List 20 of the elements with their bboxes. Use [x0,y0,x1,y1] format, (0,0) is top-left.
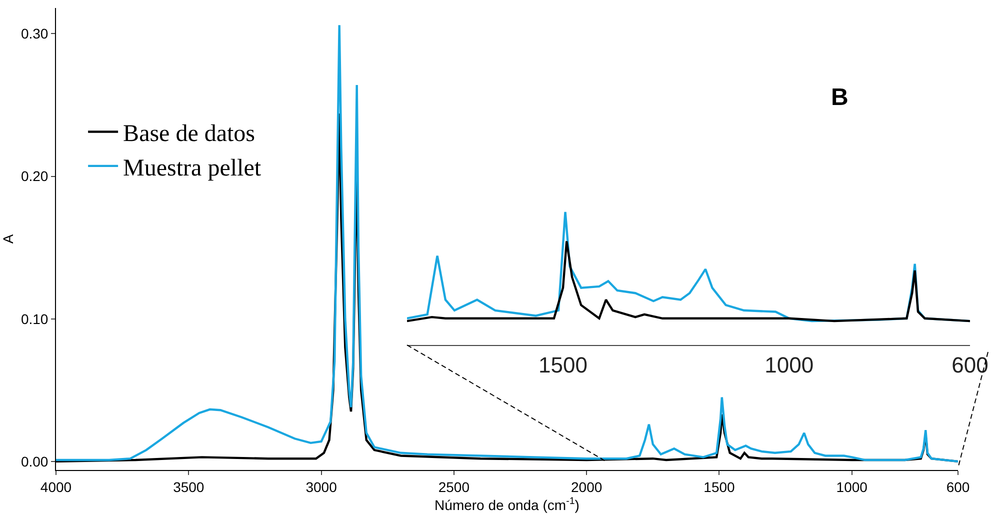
x-tick-label: 3000 [306,478,338,495]
y-tick-label: 0.10 [20,310,48,327]
x-tick-label: 2000 [571,478,602,495]
x-axis-title: Número de onda (cm$^{-1}$) [434,496,580,514]
x-tick-label: 1500 [538,352,588,378]
x-tick-label: 4000 [40,478,72,495]
x-tick-label: 600 [952,352,988,378]
y-axis-title: A [0,234,16,244]
annotation: B [831,84,848,111]
x-tick-label: 2500 [438,478,470,495]
y-tick-label: 0.30 [20,26,48,42]
x-tick-label: 1500 [704,478,736,495]
y-tick-label: 0.00 [20,453,48,470]
legend-label: Base de datos [123,121,256,148]
legend-label: Muestra pellet [123,155,262,182]
x-tick-label: 1000 [764,352,814,378]
y-tick-label: 0.20 [20,168,48,184]
x-tick-label: 600 [946,478,970,495]
x-tick-label: 3500 [173,478,204,495]
x-tick-label: 1000 [836,478,868,495]
